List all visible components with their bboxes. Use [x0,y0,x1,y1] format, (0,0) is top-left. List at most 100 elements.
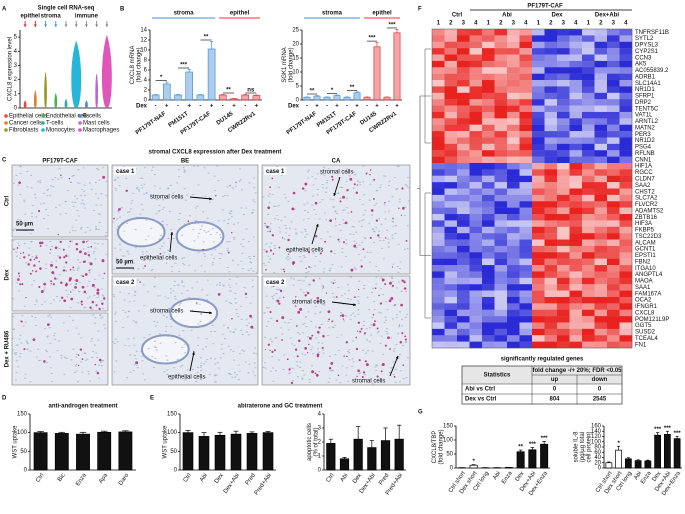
heatmap-cell [494,207,508,215]
heatmap-cell [532,54,545,62]
cxcl8-signal [59,240,62,243]
nucleus [226,186,229,188]
nucleus [206,358,209,361]
heatmap-cell [432,169,445,176]
heatmap-cell [432,162,445,170]
heatmap-cell [544,111,558,119]
heatmap-cell [507,41,520,49]
nucleus [218,252,221,255]
nucleus [252,352,256,354]
cxcl8-signal [89,306,92,309]
nucleus [25,262,28,264]
nucleus [44,208,48,211]
heatmap-cell [519,322,533,330]
nucleus [332,326,335,329]
nucleus [149,194,153,196]
nucleus [95,352,98,354]
heatmap-cell [494,214,508,221]
nucleus [373,230,376,233]
heatmap-cell [532,35,545,42]
heatmap-cell [432,220,445,227]
nucleus [93,344,96,346]
nucleus [211,324,214,327]
nucleus [223,338,227,340]
cxcl8-signal [62,248,65,251]
heatmap-cell [619,201,633,208]
cxcl8-signal [354,296,356,299]
nucleus [398,198,401,200]
heatmap-cell [594,271,608,279]
table-cell: 0 [598,387,602,393]
bar [343,96,351,101]
nucleus [133,290,137,292]
nucleus [270,340,274,343]
cxcl8-signal [400,214,402,216]
heatmap-cell [519,131,533,138]
heatmap-cell [544,233,558,240]
nucleus [318,278,321,280]
nucleus [75,363,78,366]
nucleus [228,372,231,375]
heatmap-cell [544,309,558,317]
heatmap-cell [469,67,483,74]
nucleus [301,378,304,380]
cxcl8-signal [82,260,86,264]
cxcl8-signal [316,330,320,334]
nucleus [134,244,137,246]
nucleus [68,231,71,233]
cxcl8-signal [35,256,38,259]
nucleus [358,198,361,201]
heatmap-cell [482,207,495,215]
nucleus [14,379,18,381]
heatmap-cell [619,105,633,113]
heatmap-cell [582,220,595,227]
nucleus [77,266,80,268]
nucleus [379,184,382,186]
nucleus [245,296,248,299]
bar [198,436,210,471]
heatmap-cell [607,131,620,138]
nucleus [303,209,307,212]
heatmap-cell [444,194,458,202]
heatmap-cell [569,258,583,266]
heatmap-cell [582,162,595,170]
nucleus [128,210,131,213]
nucleus [82,203,86,205]
heatmap-cell [444,35,458,42]
cxcl8-signal [346,172,349,174]
nucleus [317,342,320,344]
heatmap-cell [582,29,595,36]
nucleus [375,283,378,285]
nucleus [50,245,53,247]
nucleus [24,321,27,323]
section-label: stroma [174,11,195,17]
gene-label: FAM167A [635,291,661,297]
y-tick-label: 4 [14,49,18,55]
nucleus [149,259,152,261]
nucleus [388,180,391,182]
nucleus [90,338,94,340]
nucleus [336,336,339,338]
heatmap-cell [607,214,620,221]
heatmap-cell [494,29,508,36]
cell-label: epithelial cells [140,256,177,262]
legend-swatch [78,114,82,118]
cxcl8-signal [391,266,394,268]
cxcl8-signal [360,265,363,268]
nucleus [44,301,47,303]
nucleus [405,313,408,316]
nucleus [344,255,347,258]
nucleus [45,263,48,265]
nucleus [134,247,137,249]
nucleus [112,294,115,296]
heatmap-cell [507,92,520,100]
heatmap-cell [494,92,508,100]
heatmap-cell [519,265,533,272]
nucleus [369,183,372,185]
heatmap-cell [482,111,495,119]
bar [333,95,341,101]
nucleus [255,271,259,273]
heatmap-cell [432,137,445,145]
cxcl8-signal [384,283,387,286]
heatmap-cell [569,245,583,253]
